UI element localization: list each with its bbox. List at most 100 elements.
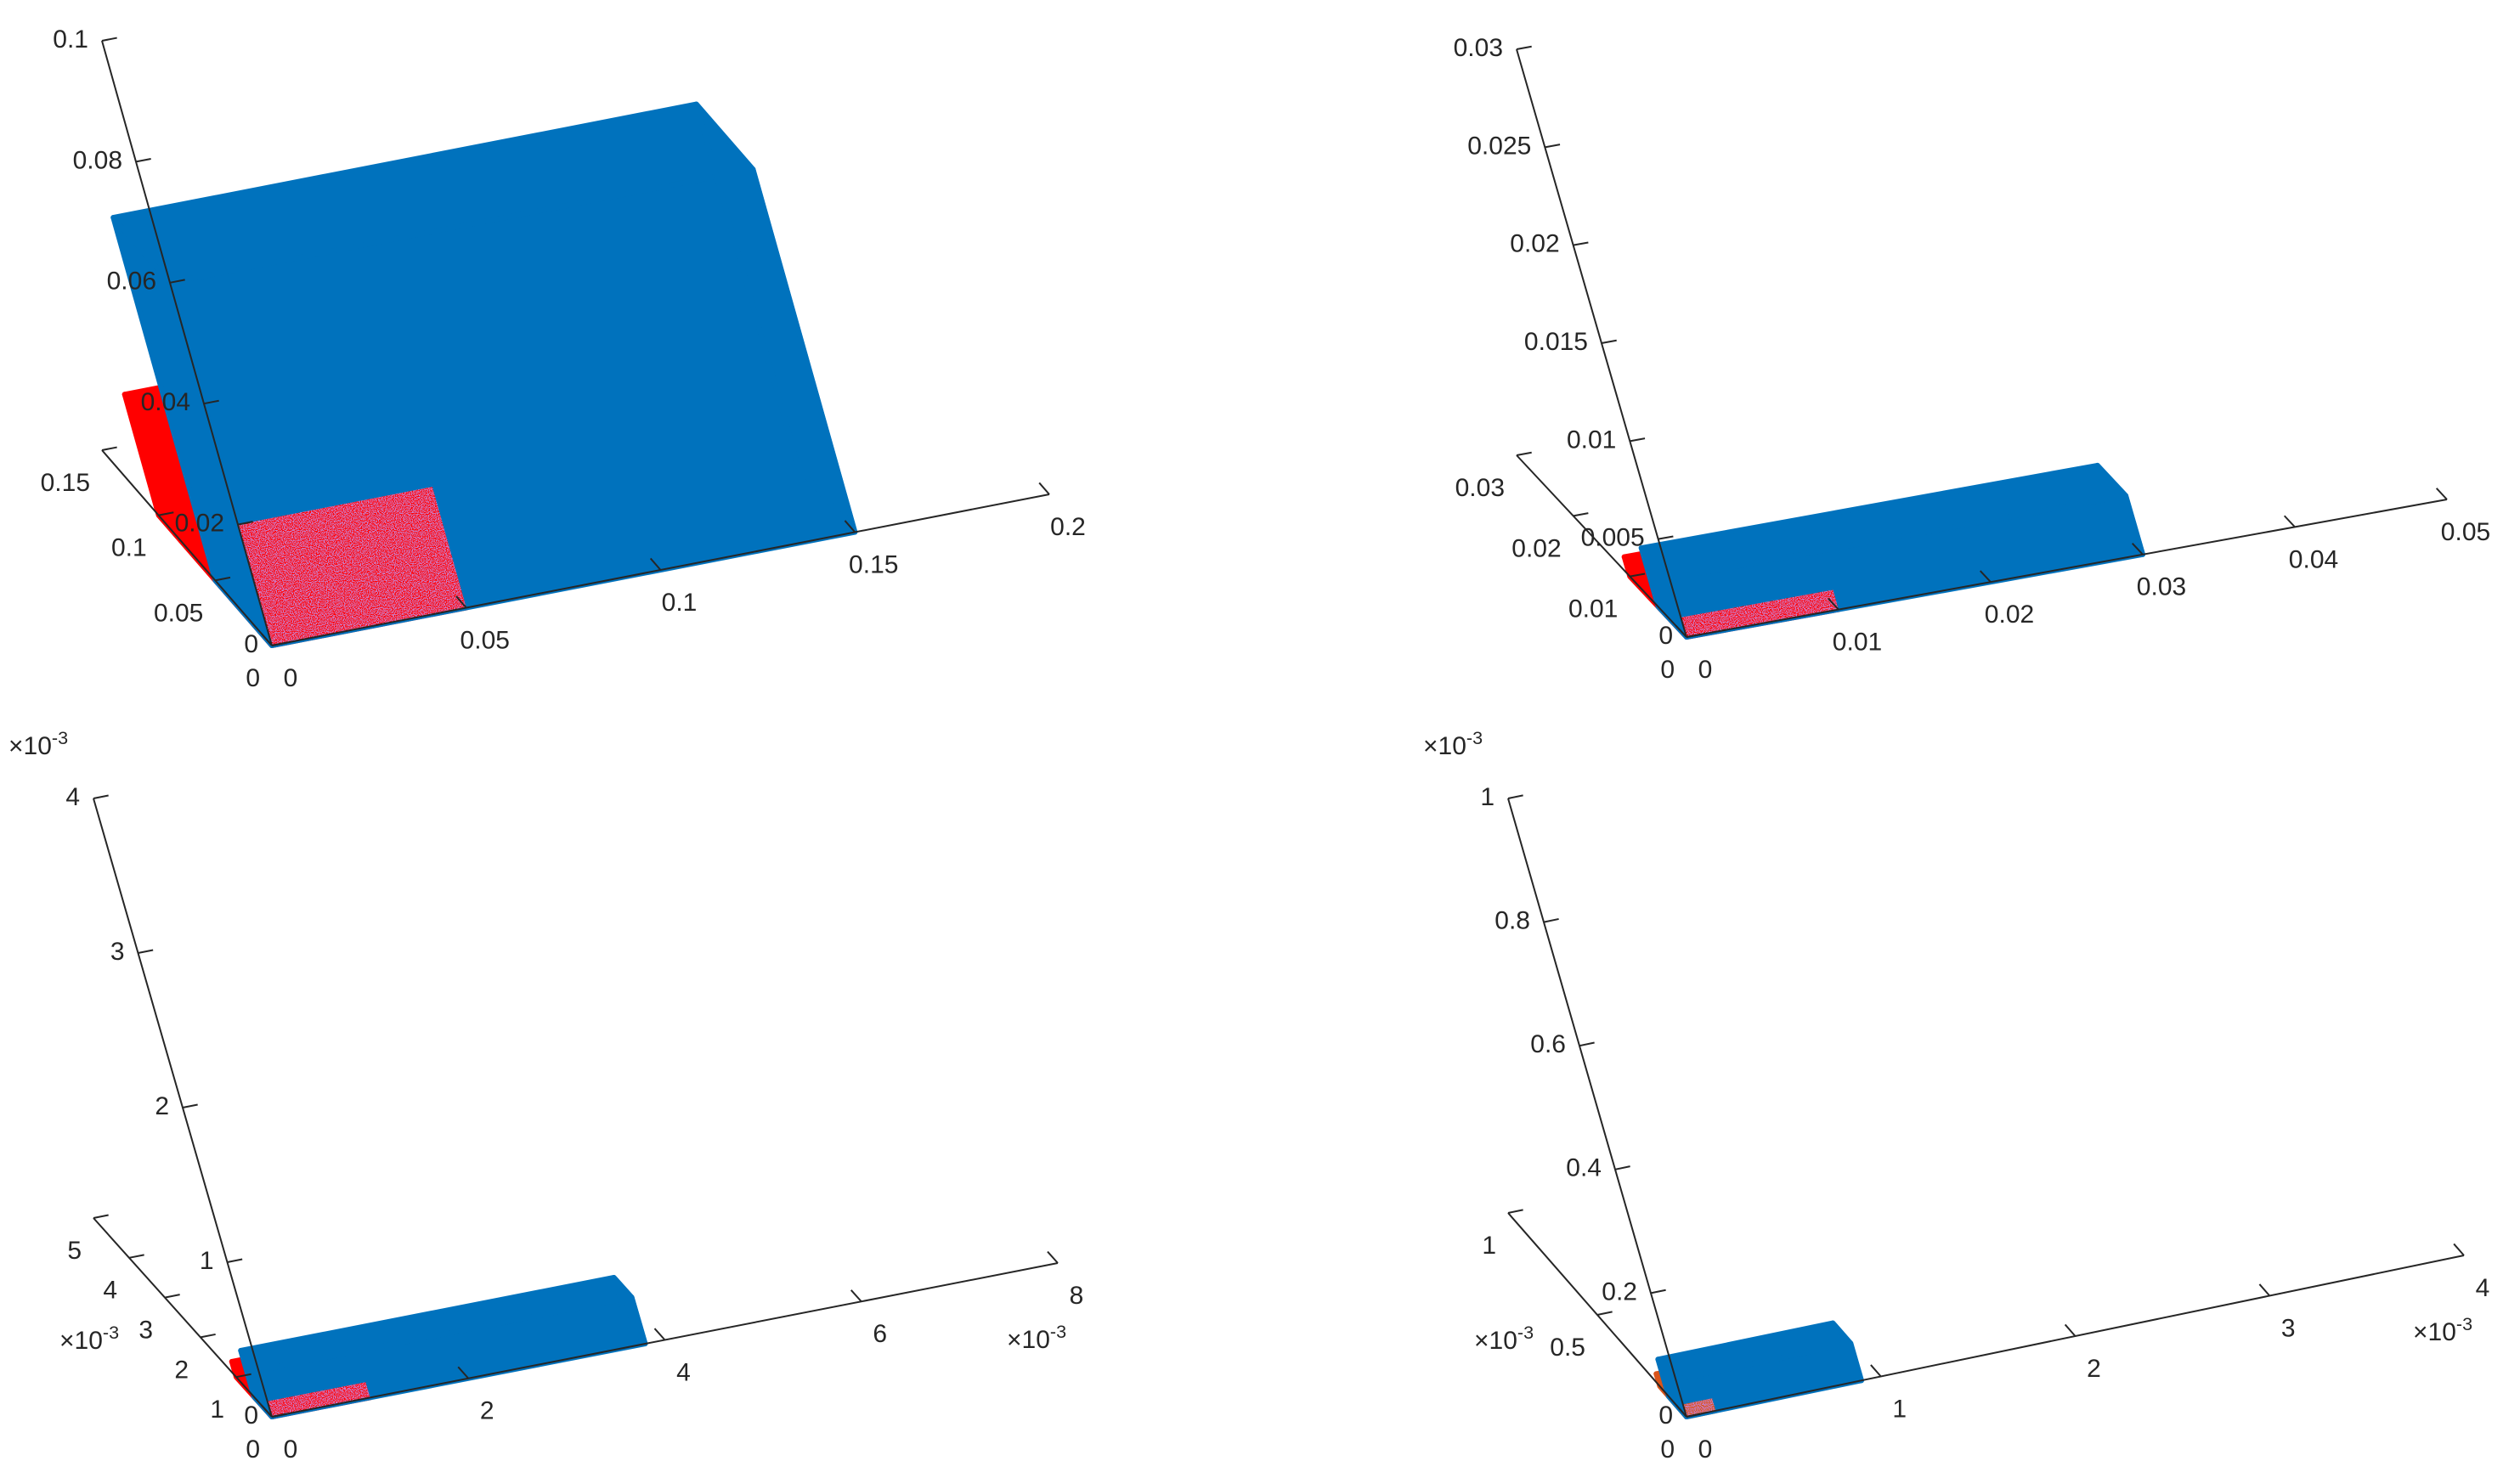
x-tick-label: 2 (2087, 1355, 2101, 1383)
subplot-top-right: 0 0.01 0.02 0.03 0.04 0.05 0 0.01 0.02 0.03 0 0.005… (1454, 34, 2491, 684)
z-axis-line (1507, 798, 1687, 1418)
z-tick-mark (1545, 144, 1561, 149)
x-tick-mark (2131, 542, 2144, 556)
subplot-top-left: 0 0.05 0.1 0.15 0.2 0 0.05 0.1 0.15 0 0.02 0.04 0.06… (41, 25, 1086, 692)
y-tick-mark (164, 1294, 180, 1299)
x-tick-label: 0 (1698, 1435, 1713, 1464)
z-tick-label: 4 (65, 783, 80, 811)
x-tick-mark (1827, 597, 1839, 611)
y-tick-label: 0.15 (41, 469, 90, 497)
y-axis-line (101, 449, 273, 646)
y-tick-label: 0 (1660, 656, 1675, 684)
y-tick-label: 0.05 (154, 599, 203, 627)
x-exponent-label: ×10-3 (2413, 1313, 2472, 1346)
z-tick-label: 1 (200, 1247, 214, 1275)
series-2-volume (110, 101, 858, 648)
y-tick-label: 3 (138, 1317, 153, 1345)
z-tick-mark (169, 279, 185, 284)
series-overlap-face (238, 487, 466, 646)
y-tick-label: 0.02 (1511, 534, 1561, 562)
x-tick-label: 0.01 (1833, 629, 1882, 657)
x-tick-mark (2064, 1323, 2076, 1337)
x-tick-label: 4 (2476, 1274, 2490, 1302)
y-tick-mark (1596, 1311, 1613, 1316)
z-tick-label: 0.2 (1602, 1277, 1637, 1306)
z-exponent-label: ×10-3 (8, 727, 68, 760)
x-ticks: 0 0.01 0.02 0.03 0.04 0.05 (1675, 488, 2490, 684)
x-exponent-label: ×10-3 (1007, 1321, 1066, 1354)
z-tick-mark (1601, 339, 1617, 344)
series-2-far-face (2094, 462, 2145, 557)
x-ticks: 0 2 4 6 8 (261, 1250, 1084, 1464)
x-tick-label: 3 (2281, 1314, 2296, 1342)
z-tick-label: 0.08 (73, 146, 122, 174)
y-tick-mark (200, 1333, 216, 1339)
series-2-far-face (1830, 1320, 1864, 1384)
z-tick-mark (182, 1103, 198, 1108)
y-tick-mark (215, 576, 231, 582)
z-tick-label: 0.04 (141, 388, 190, 416)
z-tick-label: 0.06 (107, 268, 156, 296)
z-tick-label: 0.005 (1581, 524, 1645, 552)
z-tick-label: 0.01 (1567, 426, 1616, 454)
x-tick-mark (1979, 570, 1992, 583)
y-tick-label: 0.01 (1568, 595, 1618, 623)
x-tick-mark (455, 595, 467, 609)
x-tick-label: 0.05 (2441, 518, 2490, 546)
z-ticks: 0 0.005 0.01 0.015 0.02 0.025 0.03 (1454, 34, 1702, 650)
y-tick-label: 0 (1660, 1435, 1675, 1464)
series-overlap-face (267, 1382, 370, 1417)
z-tick-label: 0.02 (175, 510, 224, 538)
z-tick-mark (1658, 535, 1674, 540)
y-exponent-label: ×10-3 (59, 1322, 119, 1355)
z-tick-label: 0.1 (53, 25, 88, 54)
x-tick-mark (2283, 515, 2296, 528)
x-tick-label: 0.03 (2137, 573, 2186, 601)
point-cloud-series (229, 1275, 648, 1419)
z-tick-label: 0 (244, 1402, 258, 1430)
z-tick-label: 0.015 (1524, 328, 1588, 356)
x-tick-mark (2453, 1243, 2465, 1256)
x-ticks: 0 0.05 0.1 0.15 0.2 (261, 482, 1086, 692)
z-tick-mark (1630, 437, 1646, 443)
point-cloud-series (1621, 462, 2145, 640)
x-tick-label: 4 (676, 1358, 691, 1386)
z-tick-mark (1650, 1289, 1666, 1294)
y-tick-label: 0.03 (1455, 474, 1505, 502)
x-tick-label: 0 (284, 664, 298, 692)
x-tick-label: 6 (873, 1320, 887, 1348)
z-tick-mark (1507, 794, 1523, 799)
z-tick-label: 0 (1658, 622, 1673, 650)
z-tick-label: 0.4 (1566, 1154, 1602, 1182)
y-tick-mark (1507, 1209, 1523, 1214)
point-cloud-series (1653, 1320, 1864, 1419)
x-tick-mark (1870, 1364, 1882, 1378)
y-ticks: 0 0.05 0.1 0.15 (41, 446, 287, 692)
series-2-far-face (611, 1275, 648, 1346)
z-tick-mark (1543, 917, 1559, 923)
y-tick-mark (1630, 572, 1646, 578)
z-tick-label: 0.8 (1494, 907, 1530, 935)
y-tick-mark (235, 1373, 251, 1379)
y-ticks: 00.51 (1482, 1209, 1702, 1464)
x-tick-label: 8 (1070, 1282, 1084, 1310)
z-tick-mark (271, 641, 287, 646)
x-tick-mark (261, 1404, 273, 1418)
y-tick-mark (93, 1214, 109, 1219)
y-axis-line (1516, 454, 1687, 638)
x-tick-label: 0.2 (1050, 513, 1086, 541)
x-tick-mark (1047, 1250, 1059, 1264)
z-axis-line (101, 40, 273, 646)
x-tick-mark (850, 1289, 862, 1302)
x-tick-mark (649, 557, 662, 571)
y-tick-label: 0.1 (111, 534, 147, 562)
y-tick-label: 0 (246, 1435, 260, 1464)
x-tick-label: 0.04 (2289, 545, 2338, 573)
z-ticks: 0 0.2 0.4 0.6 0.8 1 (1480, 783, 1702, 1430)
z-tick-mark (138, 949, 154, 954)
axes (1507, 798, 2465, 1418)
